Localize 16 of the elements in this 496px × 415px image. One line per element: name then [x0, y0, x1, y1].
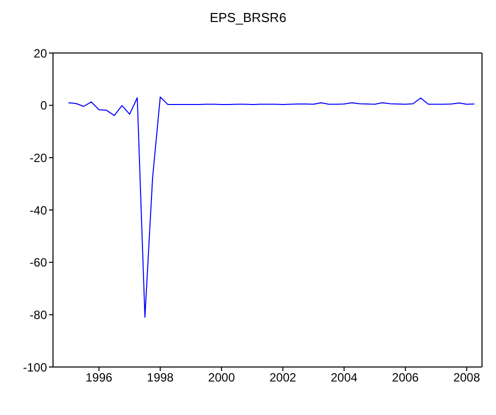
- x-tick-label: 2006: [392, 370, 420, 385]
- y-tick-label: -20: [30, 150, 48, 165]
- line-series: [68, 96, 475, 318]
- y-tick-label: -60: [30, 256, 48, 270]
- y-tick-label: -100: [22, 360, 48, 374]
- x-tick-label: 2002: [269, 370, 296, 385]
- chart-title: EPS_BRSR6: [208, 10, 288, 27]
- y-tick-label: 20: [34, 46, 48, 60]
- x-tick-label: 2004: [330, 370, 358, 385]
- x-tick-label: 1996: [86, 370, 113, 385]
- x-tick-label: 2000: [208, 370, 236, 385]
- y-tick-label: 0: [40, 98, 48, 113]
- y-tick-label: -80: [30, 308, 48, 322]
- x-tick-label: 1998: [146, 370, 174, 385]
- x-tick-label: 2008: [453, 370, 480, 385]
- y-tick-label: -40: [30, 203, 48, 218]
